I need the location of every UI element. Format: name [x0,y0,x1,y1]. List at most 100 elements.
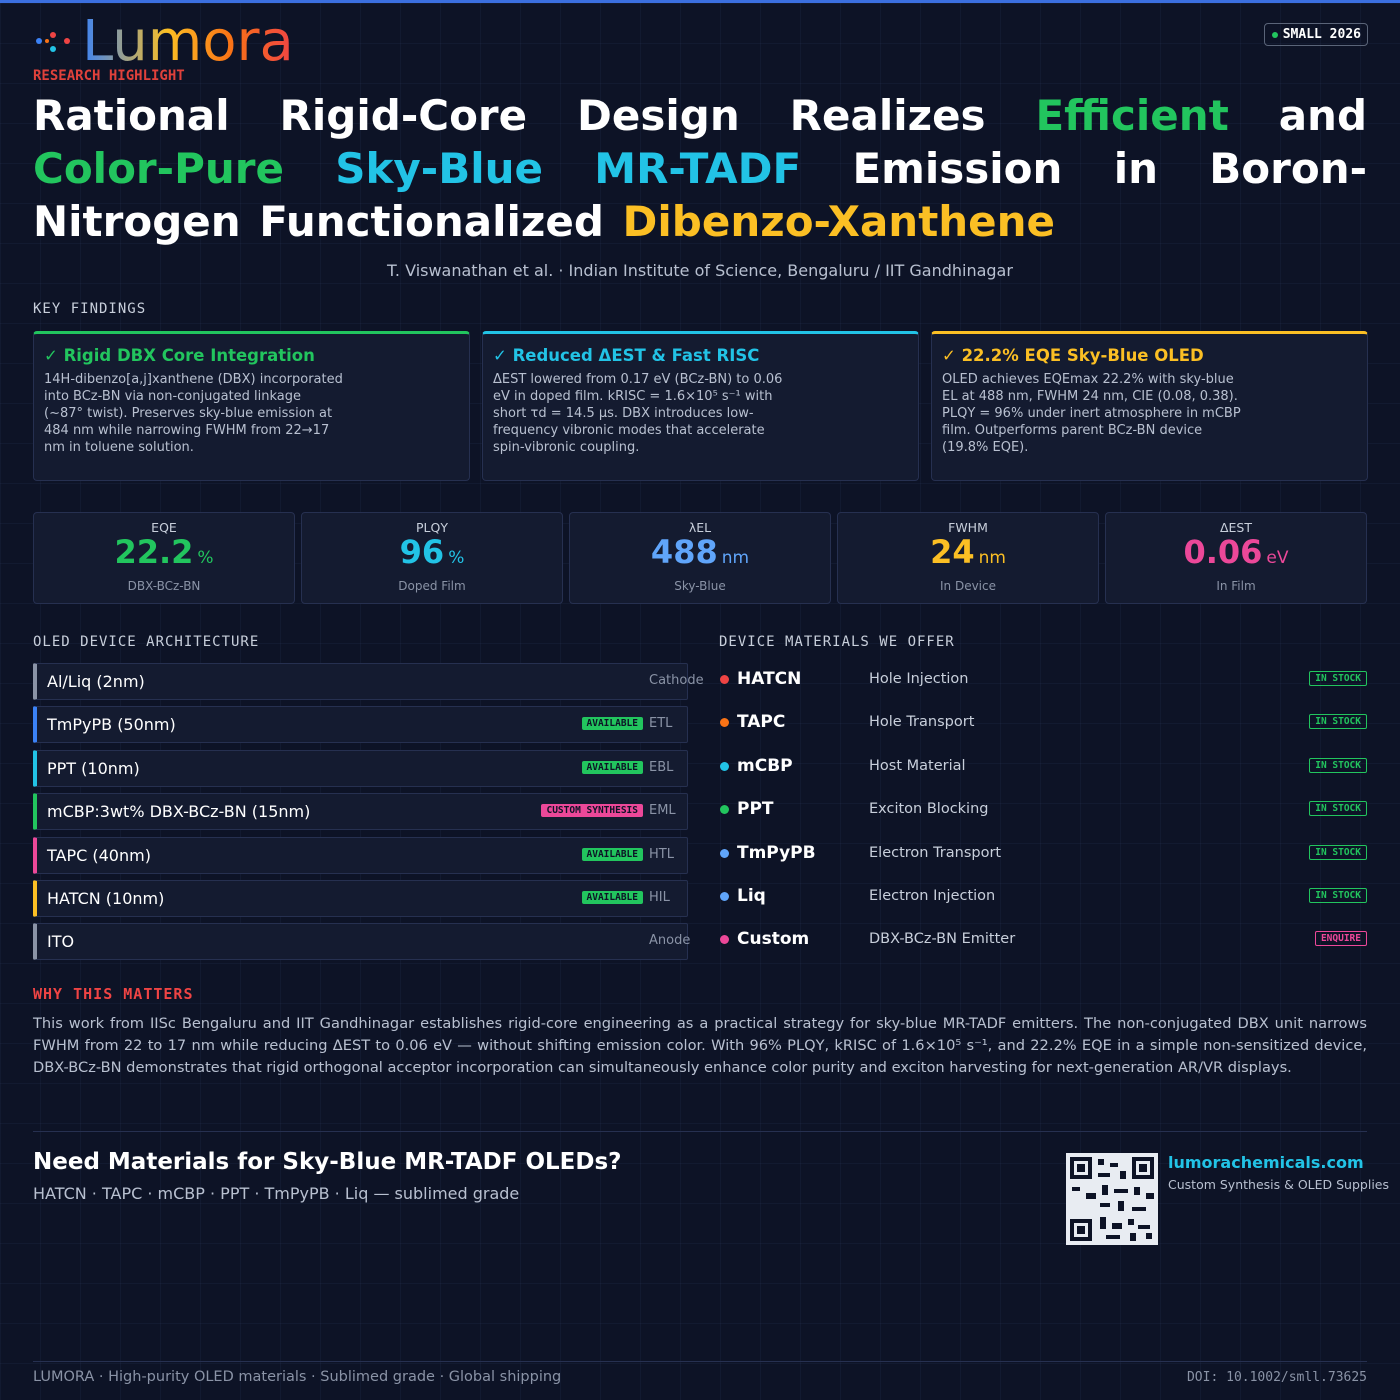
metric-value: 0.06 [1183,533,1263,571]
material-name: PPT [737,799,774,820]
layer-role: EML [649,803,676,819]
metric-label: ΔEST [1219,520,1253,535]
metric-card: FWHM 24 nm In Device [837,512,1099,604]
layer: Al/Liq (2nm) Cathode [33,663,704,700]
divider [33,1131,1367,1132]
layer-tag: AVAILABLE [581,717,643,731]
layer: mCBP:3wt% DBX-BCz-BN (15nm) CUSTOM SYNTHE… [33,793,688,831]
layer-name: Al/Liq (2nm) [47,672,145,691]
material-use: Electron Transport [869,844,1002,861]
material-use: Exciton Blocking [869,801,989,818]
layer-tag: AVAILABLE [581,760,643,774]
metric-label: EQE [151,520,177,535]
cta-url[interactable]: lumorachemicals.com [1168,1153,1364,1172]
layer-role: Cathode [649,673,704,688]
title-part: Dibenzo-Xanthene [622,197,1056,246]
badge-text: SMALL 2026 [1282,27,1361,42]
material-use: Electron Injection [869,888,996,904]
material-dot [720,718,729,728]
metric-value: 488 [650,533,718,571]
badge: SMALL 2026 [1263,23,1368,46]
metric-value-row: 24 nm [838,535,1098,575]
layer-tag: AVAILABLE [581,847,643,861]
layer-name: PPT (10nm) [47,758,140,778]
metric-value-row: 96% [302,535,562,575]
layer-right: Anode [649,933,705,948]
material-status: IN STOCK [1309,757,1367,773]
layer: TmPyPB (50nm) AVAILABLE ETL [33,706,688,744]
finding-card: ✓ 22.2% EQE Sky-Blue OLED OLED achieves E… [931,331,1368,481]
layer: PPT (10nm) AVAILABLE EBL [33,749,688,787]
layer-role: HTL [649,846,674,862]
layer-role: HIL [649,890,670,905]
section-label: OLED DEVICE ARCHITECTURE [33,634,260,650]
footer-left: LUMORA · High-purity OLED materials · Su… [33,1369,562,1385]
section-label: DEVICE MATERIALS WE OFFER [719,634,955,650]
material-status: IN STOCK [1309,888,1367,903]
layer-role: EBL [649,759,674,775]
metric-card: EQE 22.2% DBX-BCz-BN [33,512,295,604]
layer-right: Cathode [649,673,705,688]
layer: ITO Anode [33,923,690,961]
layer-tag: AVAILABLE [581,891,643,904]
metric-label: λEL [688,520,712,535]
section-label: WHY THIS MATTERS [33,985,194,1003]
metric-unit: nm [721,548,750,568]
cta-url-sub: Custom Synthesis & OLED Supplies [1168,1177,1389,1192]
title: Rational Rigid-Core Design Realizes Effi… [33,89,1367,248]
material-use: Hole Injection [869,671,969,687]
material-name: HATCN [737,669,802,689]
material-name: TAPC [737,712,786,733]
material-dot [720,892,729,901]
layer-name: mCBP:3wt% DBX-BCz-BN (15nm) [47,802,311,822]
finding-body: OLED achieves EQEmax 22.2% with sky-blue… [942,372,1241,455]
metric-value-row: 0.06 eV [1106,535,1366,575]
layer-role: Anode [649,933,691,949]
title-part: Emission in Boron-Nitrogen Functionalize… [33,144,1368,246]
title-part: Efficient [1035,91,1229,140]
material-use: Host Material [869,757,966,774]
finding-title: ✓ 22.2% EQE Sky-Blue OLED [942,346,1204,365]
metric-value: 96 [399,533,445,571]
metric-unit: eV [1266,548,1289,568]
metric-value: 24 [930,533,975,571]
title-part: Sky-Blue MR-TADF [335,144,802,193]
why-text: This work from IISc Bengaluru and IIT Ga… [33,1015,1367,1076]
metric-value: 22.2 [114,533,194,571]
title-part: and [1278,91,1368,140]
metric-sub: In Film [1216,579,1256,593]
divider [33,1361,1367,1362]
layer-name: TmPyPB (50nm) [47,715,176,735]
metric-unit: nm [978,548,1006,568]
metric-label: FWHM [948,520,988,535]
material-dot [720,675,729,684]
material-dot [720,761,729,771]
material-name: Custom [737,929,810,950]
metric-unit: % [197,548,214,568]
metric-sub: In Device [940,579,996,593]
layer: HATCN (10nm) AVAILABLE HIL [33,880,688,917]
layer-tag: CUSTOM SYNTHESIS [541,804,643,818]
material-status: IN STOCK [1309,671,1367,686]
authors: T. Viswanathan et al. · Indian Institute… [387,261,1013,280]
title-part: Rational Rigid-Core Design Realizes [33,91,986,140]
material-status: IN STOCK [1309,844,1367,860]
cta-sub: HATCN · TAPC · mCBP · PPT · TmPyPB · Liq… [33,1184,520,1203]
layer-name: HATCN (10nm) [47,889,165,908]
finding-card: ✓ Reduced ΔEST & Fast RISC ΔEST lowered f… [482,331,919,481]
layer-right: CUSTOM SYNTHESIS EML [541,803,705,818]
footer-doi: DOI: 10.1002/smll.73625 [1186,1370,1367,1385]
layer-name: TAPC (40nm) [47,845,151,865]
layer: TAPC (40nm) AVAILABLE HTL [33,836,688,874]
metric-unit: % [448,548,465,568]
finding-title: ✓ Rigid DBX Core Integration [44,346,315,365]
layer-right: AVAILABLE HTL [581,846,705,862]
material-dot [720,848,729,858]
layer-role: ETL [649,716,673,732]
material-status: IN STOCK [1309,801,1367,817]
metric-value-row: 22.2% [34,535,294,575]
metric-card: ΔEST 0.06 eV In Film [1105,512,1367,604]
metric-card: λEL 488 nm Sky-Blue [569,512,831,604]
material-dot [720,935,729,945]
